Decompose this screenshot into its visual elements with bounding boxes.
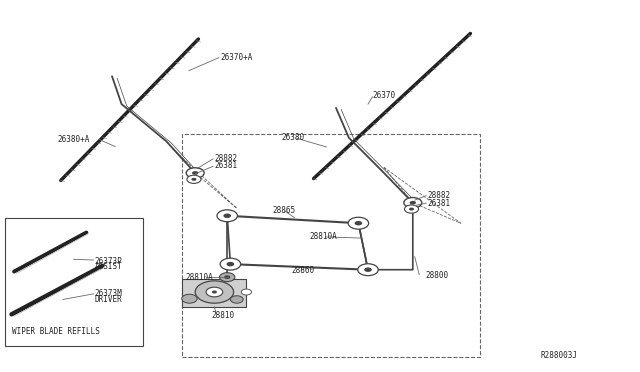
Circle shape (230, 296, 243, 303)
Text: 26373M: 26373M (95, 289, 122, 298)
Bar (182, 279, 246, 307)
Circle shape (355, 221, 362, 225)
Circle shape (195, 281, 234, 303)
Text: 28810A: 28810A (310, 232, 337, 241)
Circle shape (212, 291, 217, 294)
Text: R288003J: R288003J (541, 351, 578, 360)
Text: 26380+A: 26380+A (58, 135, 90, 144)
Text: 28882: 28882 (428, 191, 451, 200)
Text: 26380: 26380 (282, 133, 305, 142)
Text: 26370: 26370 (372, 92, 396, 100)
Circle shape (223, 214, 231, 218)
Circle shape (206, 287, 223, 297)
Text: 28800: 28800 (426, 271, 449, 280)
Circle shape (409, 208, 414, 211)
Circle shape (410, 201, 416, 205)
Text: 26373P: 26373P (95, 257, 122, 266)
Circle shape (348, 217, 369, 229)
Text: 28865: 28865 (272, 206, 295, 215)
Circle shape (364, 267, 372, 272)
Text: 26381: 26381 (214, 161, 237, 170)
Circle shape (220, 258, 241, 270)
Circle shape (182, 294, 197, 303)
Circle shape (187, 175, 201, 183)
Circle shape (404, 198, 422, 208)
Text: WIPER BLADE REFILLS: WIPER BLADE REFILLS (12, 327, 99, 336)
Circle shape (186, 168, 204, 178)
Text: 28810: 28810 (211, 311, 234, 320)
Text: 26370+A: 26370+A (221, 53, 253, 62)
Bar (5, 218, 143, 346)
Text: 28810A: 28810A (186, 273, 213, 282)
Circle shape (404, 205, 419, 213)
Text: 28860: 28860 (291, 266, 314, 275)
Circle shape (191, 178, 196, 181)
Circle shape (217, 210, 237, 222)
Text: ASSIST: ASSIST (95, 262, 122, 271)
Circle shape (192, 171, 198, 175)
Text: 28882: 28882 (214, 154, 237, 163)
Circle shape (358, 264, 378, 276)
Circle shape (227, 262, 234, 266)
Circle shape (224, 275, 230, 279)
Text: 26381: 26381 (428, 199, 451, 208)
Bar (182, 134, 480, 357)
Text: DRIVER: DRIVER (95, 295, 122, 304)
Circle shape (220, 273, 235, 282)
Circle shape (241, 289, 252, 295)
